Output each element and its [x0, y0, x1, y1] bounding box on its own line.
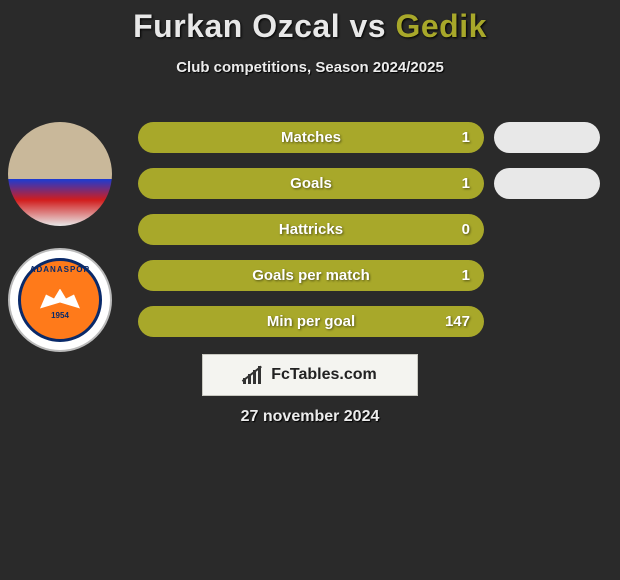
stat-bar-row: Hattricks0 — [138, 214, 484, 245]
stat-bar-value: 1 — [462, 260, 470, 291]
stat-bar-value: 1 — [462, 122, 470, 153]
player-avatar — [8, 122, 112, 226]
stat-bar-value: 0 — [462, 214, 470, 245]
stat-bar-label: Goals — [138, 168, 484, 199]
team-year: 1954 — [51, 311, 69, 320]
blank-pills — [494, 122, 600, 199]
vs-text: vs — [349, 8, 386, 44]
footer-logo-box: FcTables.com — [202, 354, 418, 396]
player2-name: Gedik — [395, 8, 486, 44]
team-bird-icon — [40, 289, 80, 309]
avatar-column: ADANASPOR 1954 — [8, 122, 112, 352]
footer-logo-text: FcTables.com — [271, 366, 377, 384]
stat-bar-label: Matches — [138, 122, 484, 153]
stat-bar-label: Hattricks — [138, 214, 484, 245]
stat-bar-row: Goals1 — [138, 168, 484, 199]
team-badge: ADANASPOR 1954 — [18, 258, 102, 342]
date-text: 27 november 2024 — [0, 408, 620, 426]
stat-bar-label: Min per goal — [138, 306, 484, 337]
bar-chart-icon — [243, 366, 265, 384]
team-avatar: ADANASPOR 1954 — [8, 248, 112, 352]
stat-bar-row: Matches1 — [138, 122, 484, 153]
blank-pill — [494, 168, 600, 199]
blank-pill — [494, 122, 600, 153]
stat-bar-label: Goals per match — [138, 260, 484, 291]
stat-bar-value: 147 — [445, 306, 470, 337]
stat-bar-value: 1 — [462, 168, 470, 199]
page-title: Furkan Ozcal vs Gedik — [0, 0, 620, 45]
player1-name: Furkan Ozcal — [133, 8, 340, 44]
stat-bar-row: Goals per match1 — [138, 260, 484, 291]
subtitle: Club competitions, Season 2024/2025 — [0, 59, 620, 76]
stat-bar-row: Min per goal147 — [138, 306, 484, 337]
stat-bars: Matches1Goals1Hattricks0Goals per match1… — [138, 122, 484, 337]
team-name-arc: ADANASPOR — [30, 265, 91, 274]
